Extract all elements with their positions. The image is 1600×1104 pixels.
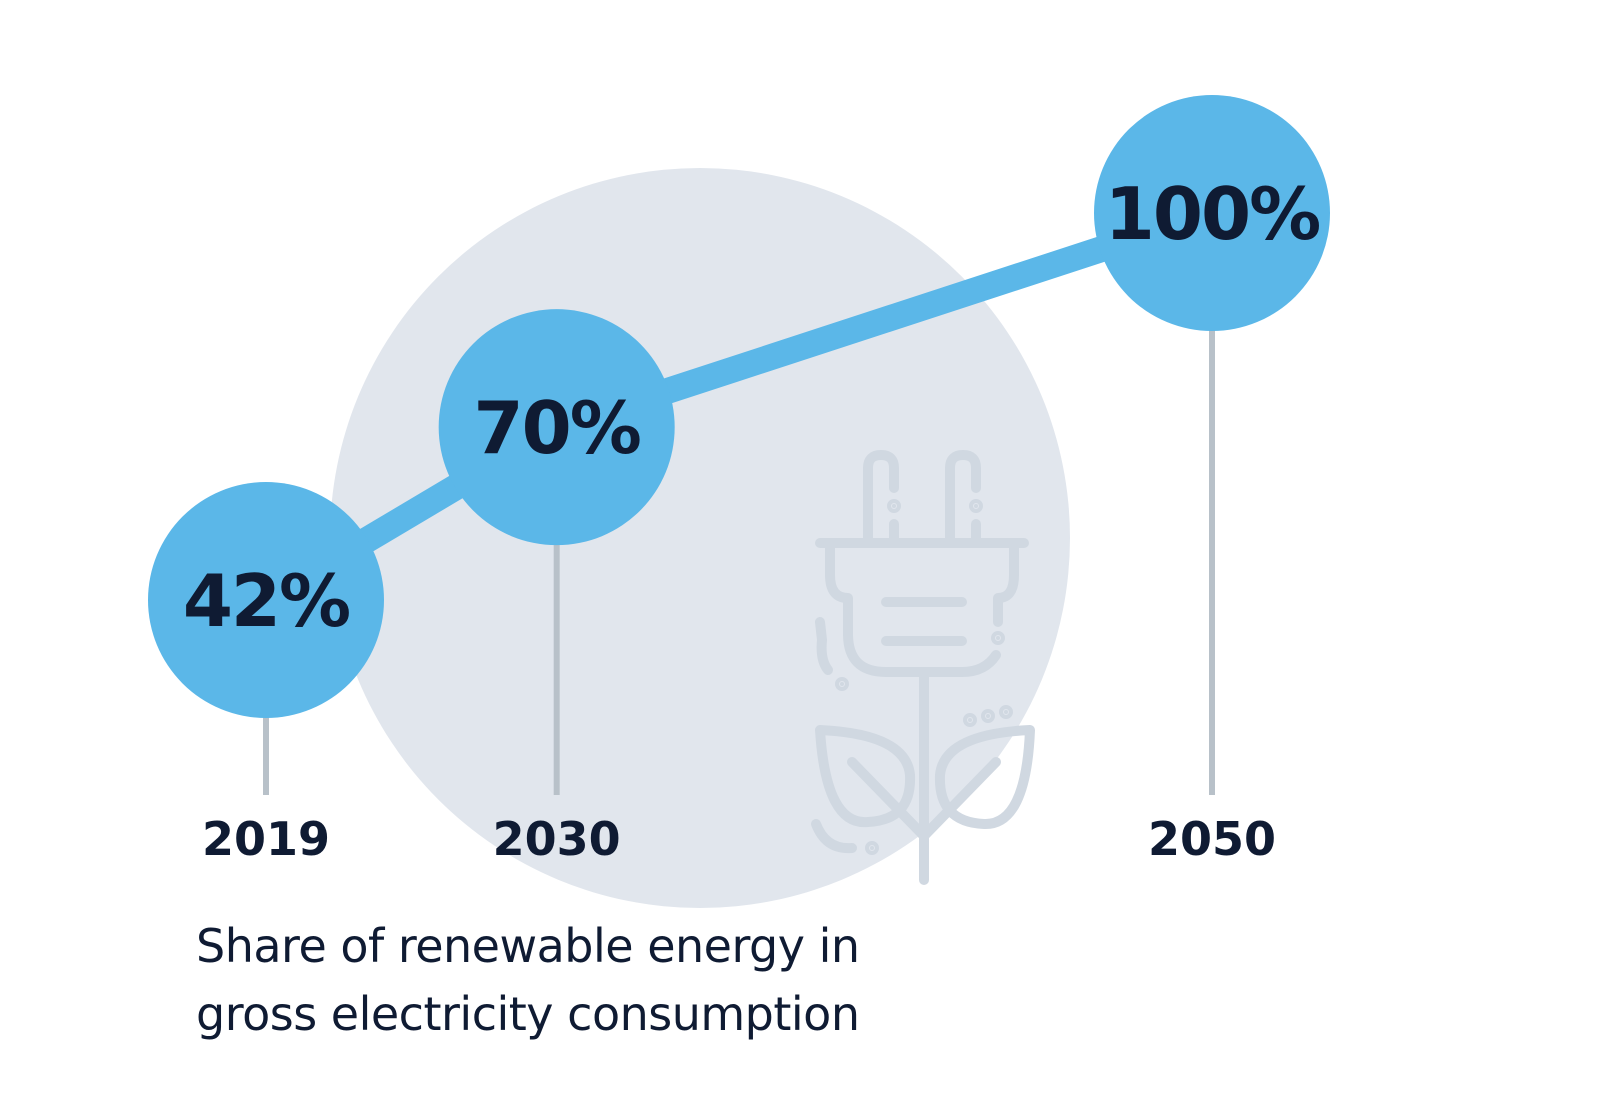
data-label-2030: 70%	[474, 386, 640, 470]
data-label-2050: 100%	[1105, 172, 1319, 256]
plug-with-leaves-icon	[811, 450, 1035, 885]
x-tick-label-2030: 2030	[493, 812, 621, 866]
data-point-2019	[148, 482, 384, 718]
data-label-2019: 42%	[183, 559, 349, 643]
x-tick-label-2050: 2050	[1148, 812, 1276, 866]
labels-layer: 42% 70% 100%	[183, 172, 1321, 643]
years-layer: 2019 2030 2050	[202, 812, 1276, 866]
x-tick-label-2019: 2019	[202, 812, 330, 866]
stems-layer	[263, 329, 1215, 795]
chart-caption: Share of renewable energy in gross elect…	[196, 912, 996, 1048]
caption-line-1: Share of renewable energy in	[196, 919, 860, 973]
markers-layer	[148, 95, 1330, 718]
data-point-2030	[438, 309, 675, 546]
caption-line-2: gross electricity consumption	[196, 987, 860, 1041]
data-point-2050	[1094, 95, 1330, 331]
